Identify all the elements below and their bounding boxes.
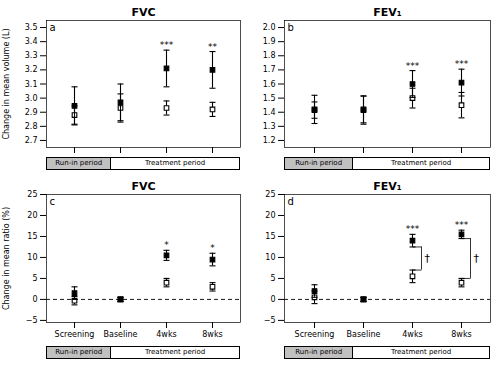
svg-text:3.3: 3.3: [25, 51, 38, 60]
svg-text:FEV₁: FEV₁: [373, 180, 402, 193]
html-text:Run-in period: Run-in period: [55, 348, 103, 356]
svg-text:3.1: 3.1: [25, 80, 38, 89]
svg-text:†: †: [425, 252, 431, 265]
svg-text:10: 10: [27, 253, 37, 262]
html-text:Run-in period: Run-in period: [55, 159, 103, 167]
html-text:Treatment period: Treatment period: [391, 159, 452, 167]
svg-text:−5: −5: [264, 316, 276, 325]
svg-text:4wks: 4wks: [156, 330, 176, 339]
svg-text:25: 25: [27, 190, 37, 199]
svg-text:3.2: 3.2: [25, 65, 38, 74]
svg-text:Change in mean ratio (%): Change in mean ratio (%): [2, 207, 11, 310]
svg-text:2.9: 2.9: [25, 108, 38, 117]
svg-text:1.3: 1.3: [263, 122, 276, 131]
svg-text:1.4: 1.4: [263, 108, 276, 117]
svg-text:Baseline: Baseline: [347, 330, 381, 339]
svg-text:a: a: [50, 22, 56, 33]
svg-text:1.7: 1.7: [263, 65, 276, 74]
svg-text:25: 25: [265, 190, 275, 199]
svg-text:1.8: 1.8: [263, 51, 276, 60]
svg-text:1.9: 1.9: [263, 37, 276, 46]
svg-text:20: 20: [265, 211, 275, 220]
svg-text:5: 5: [32, 274, 37, 283]
svg-text:4wks: 4wks: [402, 330, 422, 339]
svg-text:***: ***: [406, 224, 420, 234]
html-text:Treatment period: Treatment period: [145, 348, 206, 356]
svg-text:15: 15: [27, 232, 37, 241]
svg-text:b: b: [288, 22, 294, 33]
svg-text:Screening: Screening: [55, 330, 95, 339]
svg-text:**: **: [208, 42, 218, 52]
svg-text:***: ***: [455, 59, 469, 69]
svg-text:2.8: 2.8: [25, 122, 38, 131]
svg-text:*: *: [210, 243, 215, 253]
svg-text:Screening: Screening: [295, 330, 335, 339]
svg-text:0: 0: [32, 295, 37, 304]
svg-text:***: ***: [160, 40, 174, 50]
svg-text:Change in mean volume (L): Change in mean volume (L): [2, 28, 11, 139]
svg-text:1.5: 1.5: [263, 94, 276, 103]
svg-text:*: *: [164, 240, 169, 250]
svg-text:Baseline: Baseline: [104, 330, 138, 339]
svg-text:***: ***: [455, 220, 469, 230]
svg-text:2.7: 2.7: [25, 136, 38, 145]
svg-text:c: c: [50, 196, 56, 207]
svg-text:5: 5: [270, 274, 275, 283]
svg-text:3.5: 3.5: [25, 23, 38, 32]
svg-text:0: 0: [270, 295, 275, 304]
svg-text:†: †: [474, 252, 480, 265]
svg-text:1.6: 1.6: [263, 80, 276, 89]
svg-text:1.2: 1.2: [263, 136, 276, 145]
html-text:Run-in period: Run-in period: [295, 159, 343, 167]
html-text:Treatment period: Treatment period: [391, 348, 452, 356]
svg-text:d: d: [288, 196, 294, 207]
svg-text:FEV₁: FEV₁: [373, 6, 402, 19]
svg-text:FVC: FVC: [131, 6, 155, 19]
svg-text:15: 15: [265, 232, 275, 241]
svg-text:−5: −5: [26, 316, 38, 325]
html-text:Treatment period: Treatment period: [145, 159, 206, 167]
svg-text:8wks: 8wks: [202, 330, 222, 339]
svg-text:20: 20: [27, 211, 37, 220]
svg-text:3.4: 3.4: [25, 37, 38, 46]
svg-text:10: 10: [265, 253, 275, 262]
svg-text:3.0: 3.0: [25, 94, 38, 103]
svg-text:FVC: FVC: [131, 180, 155, 193]
svg-text:8wks: 8wks: [451, 330, 471, 339]
svg-text:2.0: 2.0: [263, 23, 276, 32]
html-text:Run-in period: Run-in period: [295, 348, 343, 356]
svg-text:***: ***: [406, 61, 420, 71]
